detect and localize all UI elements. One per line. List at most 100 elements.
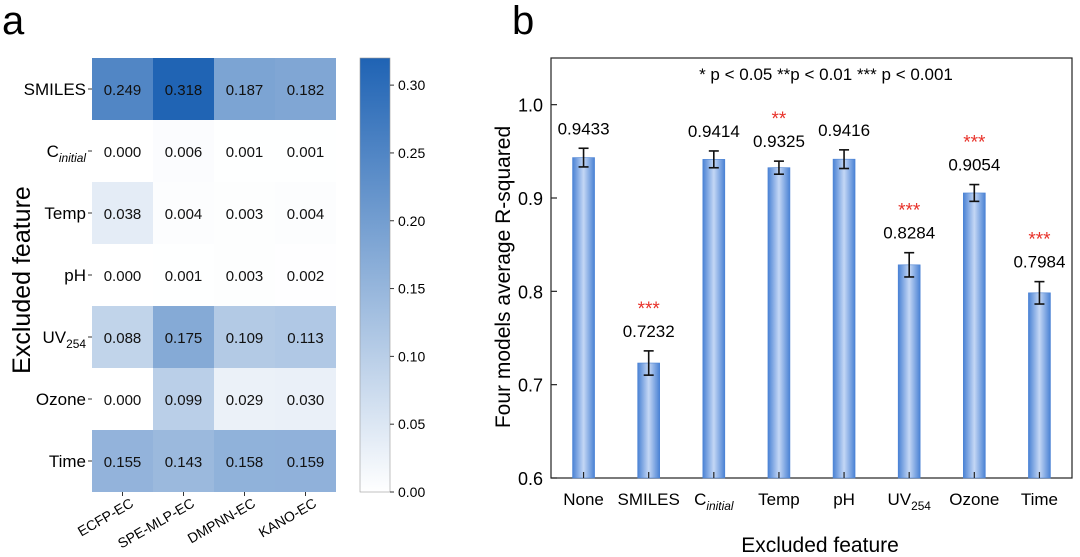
heatmap-cell [275, 244, 336, 306]
heatmap-cell-value: 0.175 [165, 330, 203, 347]
heatmap-cell [214, 430, 275, 492]
x-axis-category-label: None [563, 490, 604, 509]
heatmap-cell-value: 0.002 [287, 268, 325, 285]
heatmap-cell [275, 430, 336, 492]
heatmap-cell [92, 58, 153, 120]
heatmap-row-label: Time [49, 452, 86, 471]
bar-plot-frame [550, 57, 1073, 479]
x-axis-category-label-text: Temp [758, 490, 800, 509]
heatmap-cell [275, 120, 336, 182]
heatmap-cell [153, 58, 214, 120]
heatmap-row-label-subscript: initial [59, 151, 86, 165]
heatmap-ylabel: Excluded feature [8, 186, 36, 374]
heatmap-cell [275, 182, 336, 244]
heatmap-row-label: pH [64, 266, 86, 285]
bar-value-label: 0.9433 [558, 119, 610, 138]
heatmap-col-label: KANO-EC [256, 495, 319, 541]
heatmap-cell-value: 0.000 [104, 392, 142, 409]
heatmap-cell-value: 0.004 [165, 206, 203, 223]
heatmap-cell [92, 120, 153, 182]
significance-stars: *** [963, 133, 986, 154]
significance-stars: ** [772, 109, 787, 130]
heatmap-cell-value: 0.003 [226, 268, 264, 285]
y-axis-tick-label: 0.6 [518, 469, 543, 489]
heatmap-cell-value: 0.109 [226, 330, 264, 347]
significance-stars: *** [898, 201, 921, 222]
heatmap-row-label-text: Temp [44, 204, 86, 223]
x-axis-category-label: Time [1021, 490, 1058, 509]
bar-chart: 0.6 0.7 0.8 0.9 1.0 0.9433 None 0.7232 *** SMILES… [518, 57, 1073, 513]
heatmap-cell [214, 120, 275, 182]
heatmap-cell-value: 0.000 [104, 144, 142, 161]
heatmap-cell [92, 368, 153, 430]
heatmap-row-label: Temp [44, 204, 86, 223]
panel-a-label: a [2, 0, 25, 43]
bar [572, 157, 595, 479]
x-axis-category-label-text: C [694, 490, 706, 509]
heatmap-cell [92, 306, 153, 368]
heatmap-cell-value: 0.187 [226, 82, 264, 99]
heatmap-cell [275, 58, 336, 120]
significance-stars: *** [638, 299, 661, 320]
colorbar-tick-label: 0.20 [398, 213, 425, 229]
heatmap-row-label-text: Time [49, 452, 86, 471]
heatmap-cell-value: 0.182 [287, 82, 325, 99]
heatmap-cell [153, 430, 214, 492]
heatmap-cell-value: 0.249 [104, 82, 142, 99]
heatmap: 0.249 0.318 0.187 0.182 0.000 0.006 0.001 0.001… [24, 58, 336, 551]
x-axis-category-label-subscript: initial [706, 499, 733, 513]
heatmap-cell-value: 0.001 [287, 144, 325, 161]
x-axis-category-label: Ozone [949, 490, 999, 509]
colorbar-tick-label: 0.05 [398, 416, 425, 432]
heatmap-cell-value: 0.318 [165, 82, 203, 99]
heatmap-cell [275, 306, 336, 368]
bar-value-label: 0.8284 [883, 224, 935, 243]
heatmap-row-label: UV254 [43, 328, 87, 351]
heatmap-cell [214, 58, 275, 120]
heatmap-cell [214, 306, 275, 368]
x-axis-category-label: Temp [758, 490, 800, 509]
heatmap-cell-value: 0.113 [287, 330, 323, 347]
heatmap-cell-value: 0.038 [104, 206, 142, 223]
heatmap-cell [92, 430, 153, 492]
x-axis-category-label-subscript: 254 [911, 499, 931, 513]
colorbar-gradient [359, 57, 391, 493]
colorbar-tick-label: 0.00 [398, 484, 425, 500]
bar-ylabel: Four models average R-squared [492, 126, 515, 428]
heatmap-cell [153, 182, 214, 244]
heatmap-cell [214, 182, 275, 244]
heatmap-cell-value: 0.001 [226, 144, 264, 161]
bar [767, 167, 791, 479]
heatmap-cell-value: 0.088 [104, 330, 142, 347]
heatmap-row-label: Cinitial [47, 142, 87, 165]
heatmap-cell-value: 0.143 [165, 454, 203, 471]
heatmap-cell-value: 0.159 [287, 454, 325, 471]
bar-value-label: 0.7232 [623, 322, 675, 341]
bar-value-label: 0.9325 [753, 132, 805, 151]
heatmap-row-label-text: Ozone [36, 390, 86, 409]
bar [897, 264, 921, 479]
bar-value-label: 0.9416 [818, 121, 870, 140]
heatmap-cell-value: 0.006 [165, 144, 203, 161]
colorbar-tick-label: 0.15 [398, 281, 425, 297]
heatmap-cell [92, 182, 153, 244]
heatmap-col-label: DMPNN-EC [185, 495, 258, 547]
heatmap-cell-value: 0.000 [104, 268, 142, 285]
significance-stars: *** [1028, 230, 1051, 251]
bar-xlabel: Excluded feature [741, 534, 899, 557]
heatmap-row-label-subscript: 254 [66, 337, 86, 351]
heatmap-cell-value: 0.029 [226, 392, 264, 409]
heatmap-cell-value: 0.004 [287, 206, 325, 223]
heatmap-row-label: Ozone [36, 390, 86, 409]
x-axis-category-label: Cinitial [694, 490, 734, 513]
significance-legend: * p < 0.05 **p < 0.01 *** p < 0.001 [699, 65, 953, 84]
x-axis-category-label: UV254 [887, 490, 931, 513]
heatmap-cell [153, 368, 214, 430]
y-axis-tick-label: 0.7 [518, 376, 543, 396]
bar-value-label: 0.9414 [688, 122, 740, 141]
x-axis-category-label-text: Time [1021, 490, 1058, 509]
panel-b-label: b [512, 0, 534, 43]
heatmap-row-label-text: UV [43, 328, 67, 347]
heatmap-row-label-text: SMILES [24, 80, 86, 99]
colorbar-tick-label: 0.10 [398, 348, 425, 364]
